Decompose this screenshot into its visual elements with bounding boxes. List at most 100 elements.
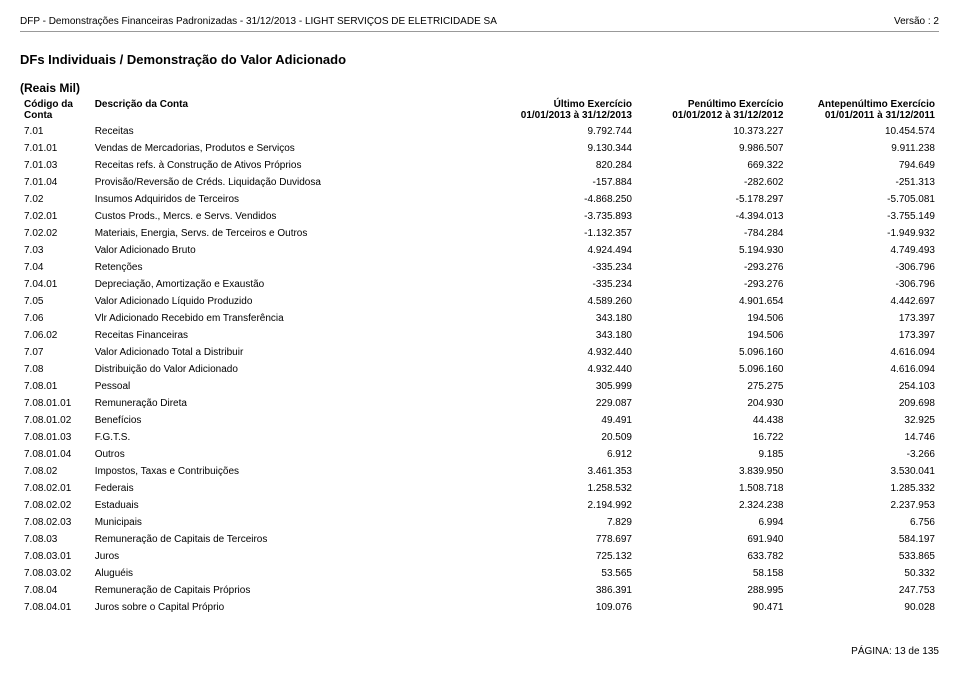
table-row: 7.02.01Custos Prods., Mercs. e Servs. Ve… bbox=[20, 208, 939, 225]
cell-code: 7.06.02 bbox=[20, 327, 91, 344]
cell-code: 7.08.01.01 bbox=[20, 395, 91, 412]
cell-value: 386.391 bbox=[485, 582, 636, 599]
col-header-p2-l2: 01/01/2012 à 31/12/2012 bbox=[640, 110, 783, 121]
cell-value: 20.509 bbox=[485, 429, 636, 446]
table-row: 7.08.02Impostos, Taxas e Contribuições3.… bbox=[20, 463, 939, 480]
table-row: 7.04.01Depreciação, Amortização e Exaust… bbox=[20, 276, 939, 293]
cell-value: 50.332 bbox=[787, 565, 939, 582]
cell-value: 10.454.574 bbox=[787, 123, 939, 140]
cell-value: 3.461.353 bbox=[485, 463, 636, 480]
cell-value: -157.884 bbox=[485, 174, 636, 191]
cell-code: 7.08.03.02 bbox=[20, 565, 91, 582]
cell-value: 1.285.332 bbox=[787, 480, 939, 497]
cell-value: -335.234 bbox=[485, 259, 636, 276]
cell-value: 9.986.507 bbox=[636, 140, 787, 157]
cell-code: 7.08.02 bbox=[20, 463, 91, 480]
table-row: 7.07Valor Adicionado Total a Distribuir4… bbox=[20, 344, 939, 361]
cell-value: 6.912 bbox=[485, 446, 636, 463]
cell-value: 3.530.041 bbox=[787, 463, 939, 480]
cell-description: Valor Adicionado Bruto bbox=[91, 242, 485, 259]
table-row: 7.08.03.02Aluguéis53.56558.15850.332 bbox=[20, 565, 939, 582]
table-row: 7.08Distribuição do Valor Adicionado4.93… bbox=[20, 361, 939, 378]
table-row: 7.04Retenções-335.234-293.276-306.796 bbox=[20, 259, 939, 276]
table-row: 7.02.02Materiais, Energia, Servs. de Ter… bbox=[20, 225, 939, 242]
cell-value: 6.994 bbox=[636, 514, 787, 531]
cell-description: Pessoal bbox=[91, 378, 485, 395]
cell-value: 4.442.697 bbox=[787, 293, 939, 310]
cell-value: 90.471 bbox=[636, 599, 787, 616]
table-row: 7.08.04.01Juros sobre o Capital Próprio1… bbox=[20, 599, 939, 616]
cell-value: 9.185 bbox=[636, 446, 787, 463]
cell-value: -784.284 bbox=[636, 225, 787, 242]
cell-value: 2.237.953 bbox=[787, 497, 939, 514]
cell-value: 209.698 bbox=[787, 395, 939, 412]
cell-code: 7.02.01 bbox=[20, 208, 91, 225]
table-row: 7.08.01.01Remuneração Direta229.087204.9… bbox=[20, 395, 939, 412]
cell-value: 4.589.260 bbox=[485, 293, 636, 310]
cell-description: Valor Adicionado Total a Distribuir bbox=[91, 344, 485, 361]
cell-value: 5.194.930 bbox=[636, 242, 787, 259]
col-header-p3-l2: 01/01/2011 à 31/12/2011 bbox=[791, 110, 935, 121]
cell-value: 4.901.654 bbox=[636, 293, 787, 310]
cell-description: Aluguéis bbox=[91, 565, 485, 582]
cell-value: -1.132.357 bbox=[485, 225, 636, 242]
cell-description: Federais bbox=[91, 480, 485, 497]
cell-description: F.G.T.S. bbox=[91, 429, 485, 446]
cell-description: Juros sobre o Capital Próprio bbox=[91, 599, 485, 616]
cell-description: Benefícios bbox=[91, 412, 485, 429]
cell-value: -306.796 bbox=[787, 259, 939, 276]
cell-value: 9.792.744 bbox=[485, 123, 636, 140]
document-header: DFP - Demonstrações Financeiras Padroniz… bbox=[20, 16, 939, 32]
cell-value: 14.746 bbox=[787, 429, 939, 446]
cell-value: 343.180 bbox=[485, 310, 636, 327]
cell-code: 7.08.02.02 bbox=[20, 497, 91, 514]
cell-value: 194.506 bbox=[636, 310, 787, 327]
cell-value: 173.397 bbox=[787, 310, 939, 327]
cell-value: 4.932.440 bbox=[485, 344, 636, 361]
cell-description: Municipais bbox=[91, 514, 485, 531]
col-header-period-2: Penúltimo Exercício 01/01/2012 à 31/12/2… bbox=[636, 97, 787, 123]
cell-value: 4.924.494 bbox=[485, 242, 636, 259]
cell-value: 7.829 bbox=[485, 514, 636, 531]
cell-code: 7.08.01.03 bbox=[20, 429, 91, 446]
col-header-period-3: Antepenúltimo Exercício 01/01/2011 à 31/… bbox=[787, 97, 939, 123]
col-header-p2-l1: Penúltimo Exercício bbox=[640, 99, 783, 110]
cell-description: Custos Prods., Mercs. e Servs. Vendidos bbox=[91, 208, 485, 225]
table-row: 7.08.02.03Municipais7.8296.9946.756 bbox=[20, 514, 939, 531]
cell-value: 5.096.160 bbox=[636, 361, 787, 378]
cell-value: -282.602 bbox=[636, 174, 787, 191]
cell-value: 32.925 bbox=[787, 412, 939, 429]
col-header-desc: Descrição da Conta bbox=[91, 97, 485, 123]
cell-value: 6.756 bbox=[787, 514, 939, 531]
table-row: 7.06.02Receitas Financeiras343.180194.50… bbox=[20, 327, 939, 344]
cell-code: 7.08.03.01 bbox=[20, 548, 91, 565]
cell-code: 7.04.01 bbox=[20, 276, 91, 293]
cell-code: 7.02.02 bbox=[20, 225, 91, 242]
cell-description: Juros bbox=[91, 548, 485, 565]
cell-value: -335.234 bbox=[485, 276, 636, 293]
table-row: 7.05Valor Adicionado Líquido Produzido4.… bbox=[20, 293, 939, 310]
cell-code: 7.01.04 bbox=[20, 174, 91, 191]
table-header-row: Código da Conta Descrição da Conta Últim… bbox=[20, 97, 939, 123]
cell-value: 4.616.094 bbox=[787, 361, 939, 378]
table-row: 7.01.04Provisão/Reversão de Créds. Liqui… bbox=[20, 174, 939, 191]
cell-value: -293.276 bbox=[636, 276, 787, 293]
col-header-p1-l1: Último Exercício bbox=[489, 99, 632, 110]
cell-value: 254.103 bbox=[787, 378, 939, 395]
cell-code: 7.03 bbox=[20, 242, 91, 259]
cell-value: 4.749.493 bbox=[787, 242, 939, 259]
cell-value: 4.616.094 bbox=[787, 344, 939, 361]
cell-value: 204.930 bbox=[636, 395, 787, 412]
cell-value: 305.999 bbox=[485, 378, 636, 395]
cell-value: 275.275 bbox=[636, 378, 787, 395]
cell-value: -4.394.013 bbox=[636, 208, 787, 225]
cell-value: 691.940 bbox=[636, 531, 787, 548]
col-header-code: Código da Conta bbox=[20, 97, 91, 123]
cell-value: 533.865 bbox=[787, 548, 939, 565]
cell-value: -3.735.893 bbox=[485, 208, 636, 225]
cell-value: 90.028 bbox=[787, 599, 939, 616]
cell-value: 820.284 bbox=[485, 157, 636, 174]
cell-description: Receitas refs. à Construção de Ativos Pr… bbox=[91, 157, 485, 174]
col-header-p1-l2: 01/01/2013 à 31/12/2013 bbox=[489, 110, 632, 121]
cell-value: 3.839.950 bbox=[636, 463, 787, 480]
